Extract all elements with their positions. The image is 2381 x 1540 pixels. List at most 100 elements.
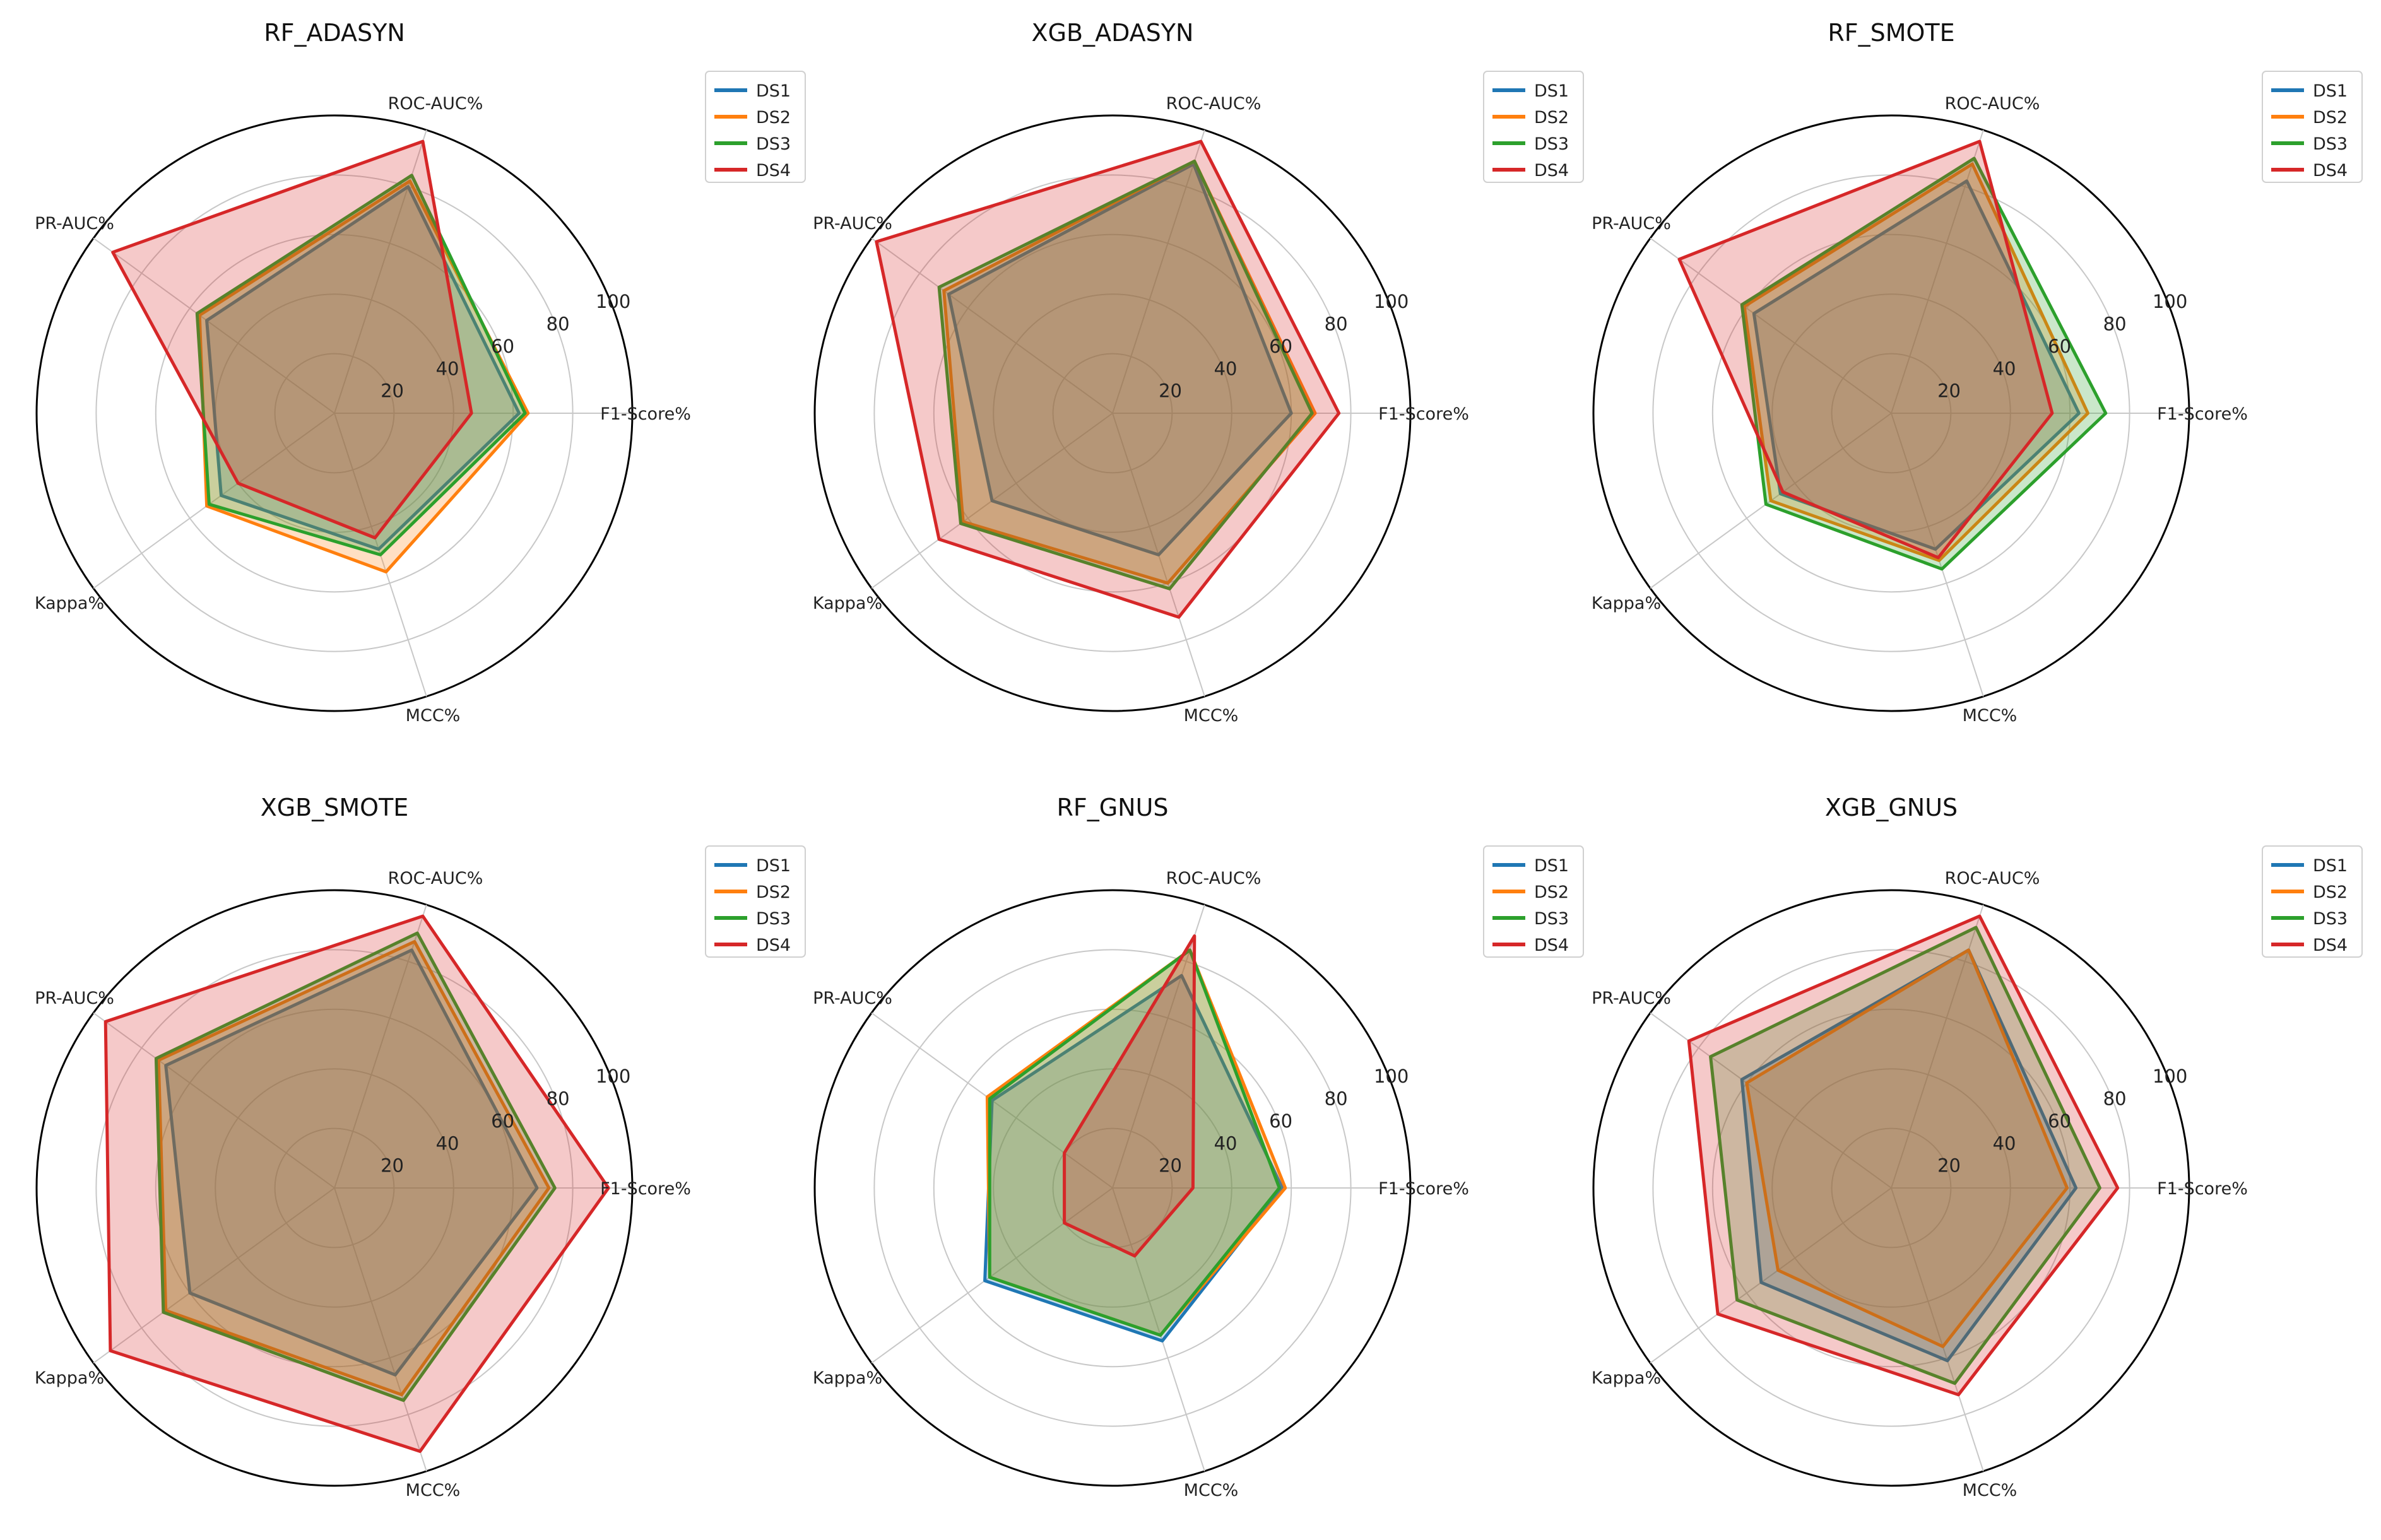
legend-box xyxy=(1483,845,1584,958)
series-ds3-polygon xyxy=(937,160,1314,591)
series-ds4-polygon xyxy=(1677,139,2054,560)
axis-label: F1-Score% xyxy=(600,404,691,424)
radar-panel-4: RF_GNUS 20 40 60 80 100 F1-Score% ROC-AUC% PR-AU… xyxy=(813,794,1584,1500)
legend-label: DS2 xyxy=(756,883,791,902)
axis-label: PR-AUC% xyxy=(35,214,114,233)
panel-title: XGB_SMOTE xyxy=(261,794,409,821)
radial-tick-label: 80 xyxy=(1325,1088,1348,1110)
series-ds1-polygon xyxy=(164,948,539,1377)
radial-tick-label: 80 xyxy=(2103,314,2127,335)
series-ds4-polygon xyxy=(1687,914,2120,1397)
panel-title: XGB_ADASYN xyxy=(1032,19,1194,47)
radial-tick-label: 20 xyxy=(381,380,404,402)
axis-label: Kappa% xyxy=(35,594,104,613)
radial-tick-label: 100 xyxy=(1374,291,1409,312)
legend-label: DS1 xyxy=(2313,81,2348,101)
radial-tick-label: 80 xyxy=(547,314,570,335)
radar-spoke xyxy=(871,1187,1113,1364)
radar-spoke xyxy=(1891,129,1984,414)
series-ds4-polygon xyxy=(111,139,473,539)
radial-tick-label: 80 xyxy=(2103,1088,2127,1110)
series-ds2-polygon xyxy=(157,940,551,1397)
legend-box xyxy=(705,71,806,183)
legend: DS1 DS2 DS3 DS4 xyxy=(705,71,806,183)
radar-spoke xyxy=(1112,1187,1205,1472)
radar-spoke xyxy=(93,1012,335,1189)
legend-box xyxy=(2262,845,2363,958)
axis-label: MCC% xyxy=(406,706,461,726)
series-ds3-polygon xyxy=(988,948,1281,1337)
axis-label: PR-AUC% xyxy=(813,989,892,1008)
axis-label: ROC-AUC% xyxy=(1945,869,2040,888)
radar-spoke xyxy=(871,237,1113,414)
legend: DS1 DS2 DS3 DS4 xyxy=(2262,845,2363,958)
legend-label: DS3 xyxy=(1534,909,1569,929)
series-ds1-polygon xyxy=(947,162,1293,556)
legend-label: DS4 xyxy=(2313,936,2348,955)
radar-spoke xyxy=(1650,237,1892,414)
radial-tick-label: 40 xyxy=(1214,358,1238,379)
radar-spoke xyxy=(334,1187,427,1472)
axis-label: ROC-AUC% xyxy=(388,94,483,114)
radial-tick-label: 20 xyxy=(1159,1155,1182,1177)
axis-label: F1-Score% xyxy=(2157,404,2248,424)
axis-label: PR-AUC% xyxy=(35,989,114,1008)
axis-label: F1-Score% xyxy=(600,1179,691,1199)
panel-title: RF_GNUS xyxy=(1056,794,1168,821)
radar-panel-3: XGB_SMOTE 20 40 60 80 100 F1-Score% ROC-AUC% PR-… xyxy=(35,794,806,1500)
legend: DS1 DS2 DS3 DS4 xyxy=(705,845,806,958)
axis-label: PR-AUC% xyxy=(813,214,892,233)
legend-label: DS2 xyxy=(756,108,791,127)
axis-label: ROC-AUC% xyxy=(1945,94,2040,114)
legend-label: DS3 xyxy=(756,134,791,154)
radial-tick-label: 80 xyxy=(1325,314,1348,335)
radial-tick-label: 20 xyxy=(1937,380,1961,402)
radar-spoke xyxy=(93,413,335,589)
radial-tick-label: 20 xyxy=(1937,1155,1961,1177)
radar-spoke xyxy=(1650,1187,1892,1364)
axis-label: MCC% xyxy=(1963,1481,2018,1500)
legend: DS1 DS2 DS3 DS4 xyxy=(1483,71,1584,183)
axis-label: F1-Score% xyxy=(1378,1179,1469,1199)
radar-panel-2: RF_SMOTE 20 40 60 80 100 F1-Score% ROC-AUC% PR-A… xyxy=(1592,19,2363,726)
radial-tick-label: 100 xyxy=(596,1066,630,1087)
series-ds2-polygon xyxy=(1742,162,2089,562)
axis-label: MCC% xyxy=(406,1481,461,1500)
radar-panel-0: RF_ADASYN 20 40 60 80 100 F1-Score% ROC-AUC% PR-… xyxy=(35,19,806,726)
radial-tick-label: 80 xyxy=(547,1088,570,1110)
legend-label: DS3 xyxy=(2313,134,2348,154)
radial-tick-label: 40 xyxy=(436,358,459,379)
legend-label: DS2 xyxy=(2313,883,2348,902)
radial-tick-label: 40 xyxy=(1993,1132,2016,1154)
radial-tick-label: 40 xyxy=(436,1132,459,1154)
axis-label: F1-Score% xyxy=(2157,1179,2248,1199)
legend-label: DS3 xyxy=(2313,909,2348,929)
radial-tick-label: 20 xyxy=(381,1155,404,1177)
radar-spoke xyxy=(93,237,335,414)
series-ds1-polygon xyxy=(1752,179,2081,551)
series-ds4-polygon xyxy=(103,914,610,1453)
series-ds4-polygon xyxy=(875,139,1341,619)
series-ds4-polygon xyxy=(1063,934,1196,1258)
legend-label: DS4 xyxy=(756,936,791,955)
axis-label: ROC-AUC% xyxy=(1166,94,1261,114)
axis-label: MCC% xyxy=(1184,706,1239,726)
radial-tick-label: 100 xyxy=(2153,291,2187,312)
radial-tick-label: 60 xyxy=(2048,336,2071,357)
axis-label: MCC% xyxy=(1963,706,2018,726)
series-ds3-polygon xyxy=(154,931,557,1402)
legend: DS1 DS2 DS3 DS4 xyxy=(1483,845,1584,958)
legend-box xyxy=(1483,71,1584,183)
legend-label: DS1 xyxy=(756,81,791,101)
legend-label: DS2 xyxy=(1534,108,1569,127)
axis-label: Kappa% xyxy=(813,594,882,613)
axis-label: MCC% xyxy=(1184,1481,1239,1500)
legend-box xyxy=(2262,71,2363,183)
radial-tick-label: 60 xyxy=(491,336,514,357)
radial-tick-label: 100 xyxy=(2153,1066,2187,1087)
legend-label: DS4 xyxy=(756,161,791,180)
panel-title: XGB_GNUS xyxy=(1825,794,1958,821)
radar-spoke xyxy=(93,1187,335,1364)
radial-tick-label: 40 xyxy=(1214,1132,1238,1154)
